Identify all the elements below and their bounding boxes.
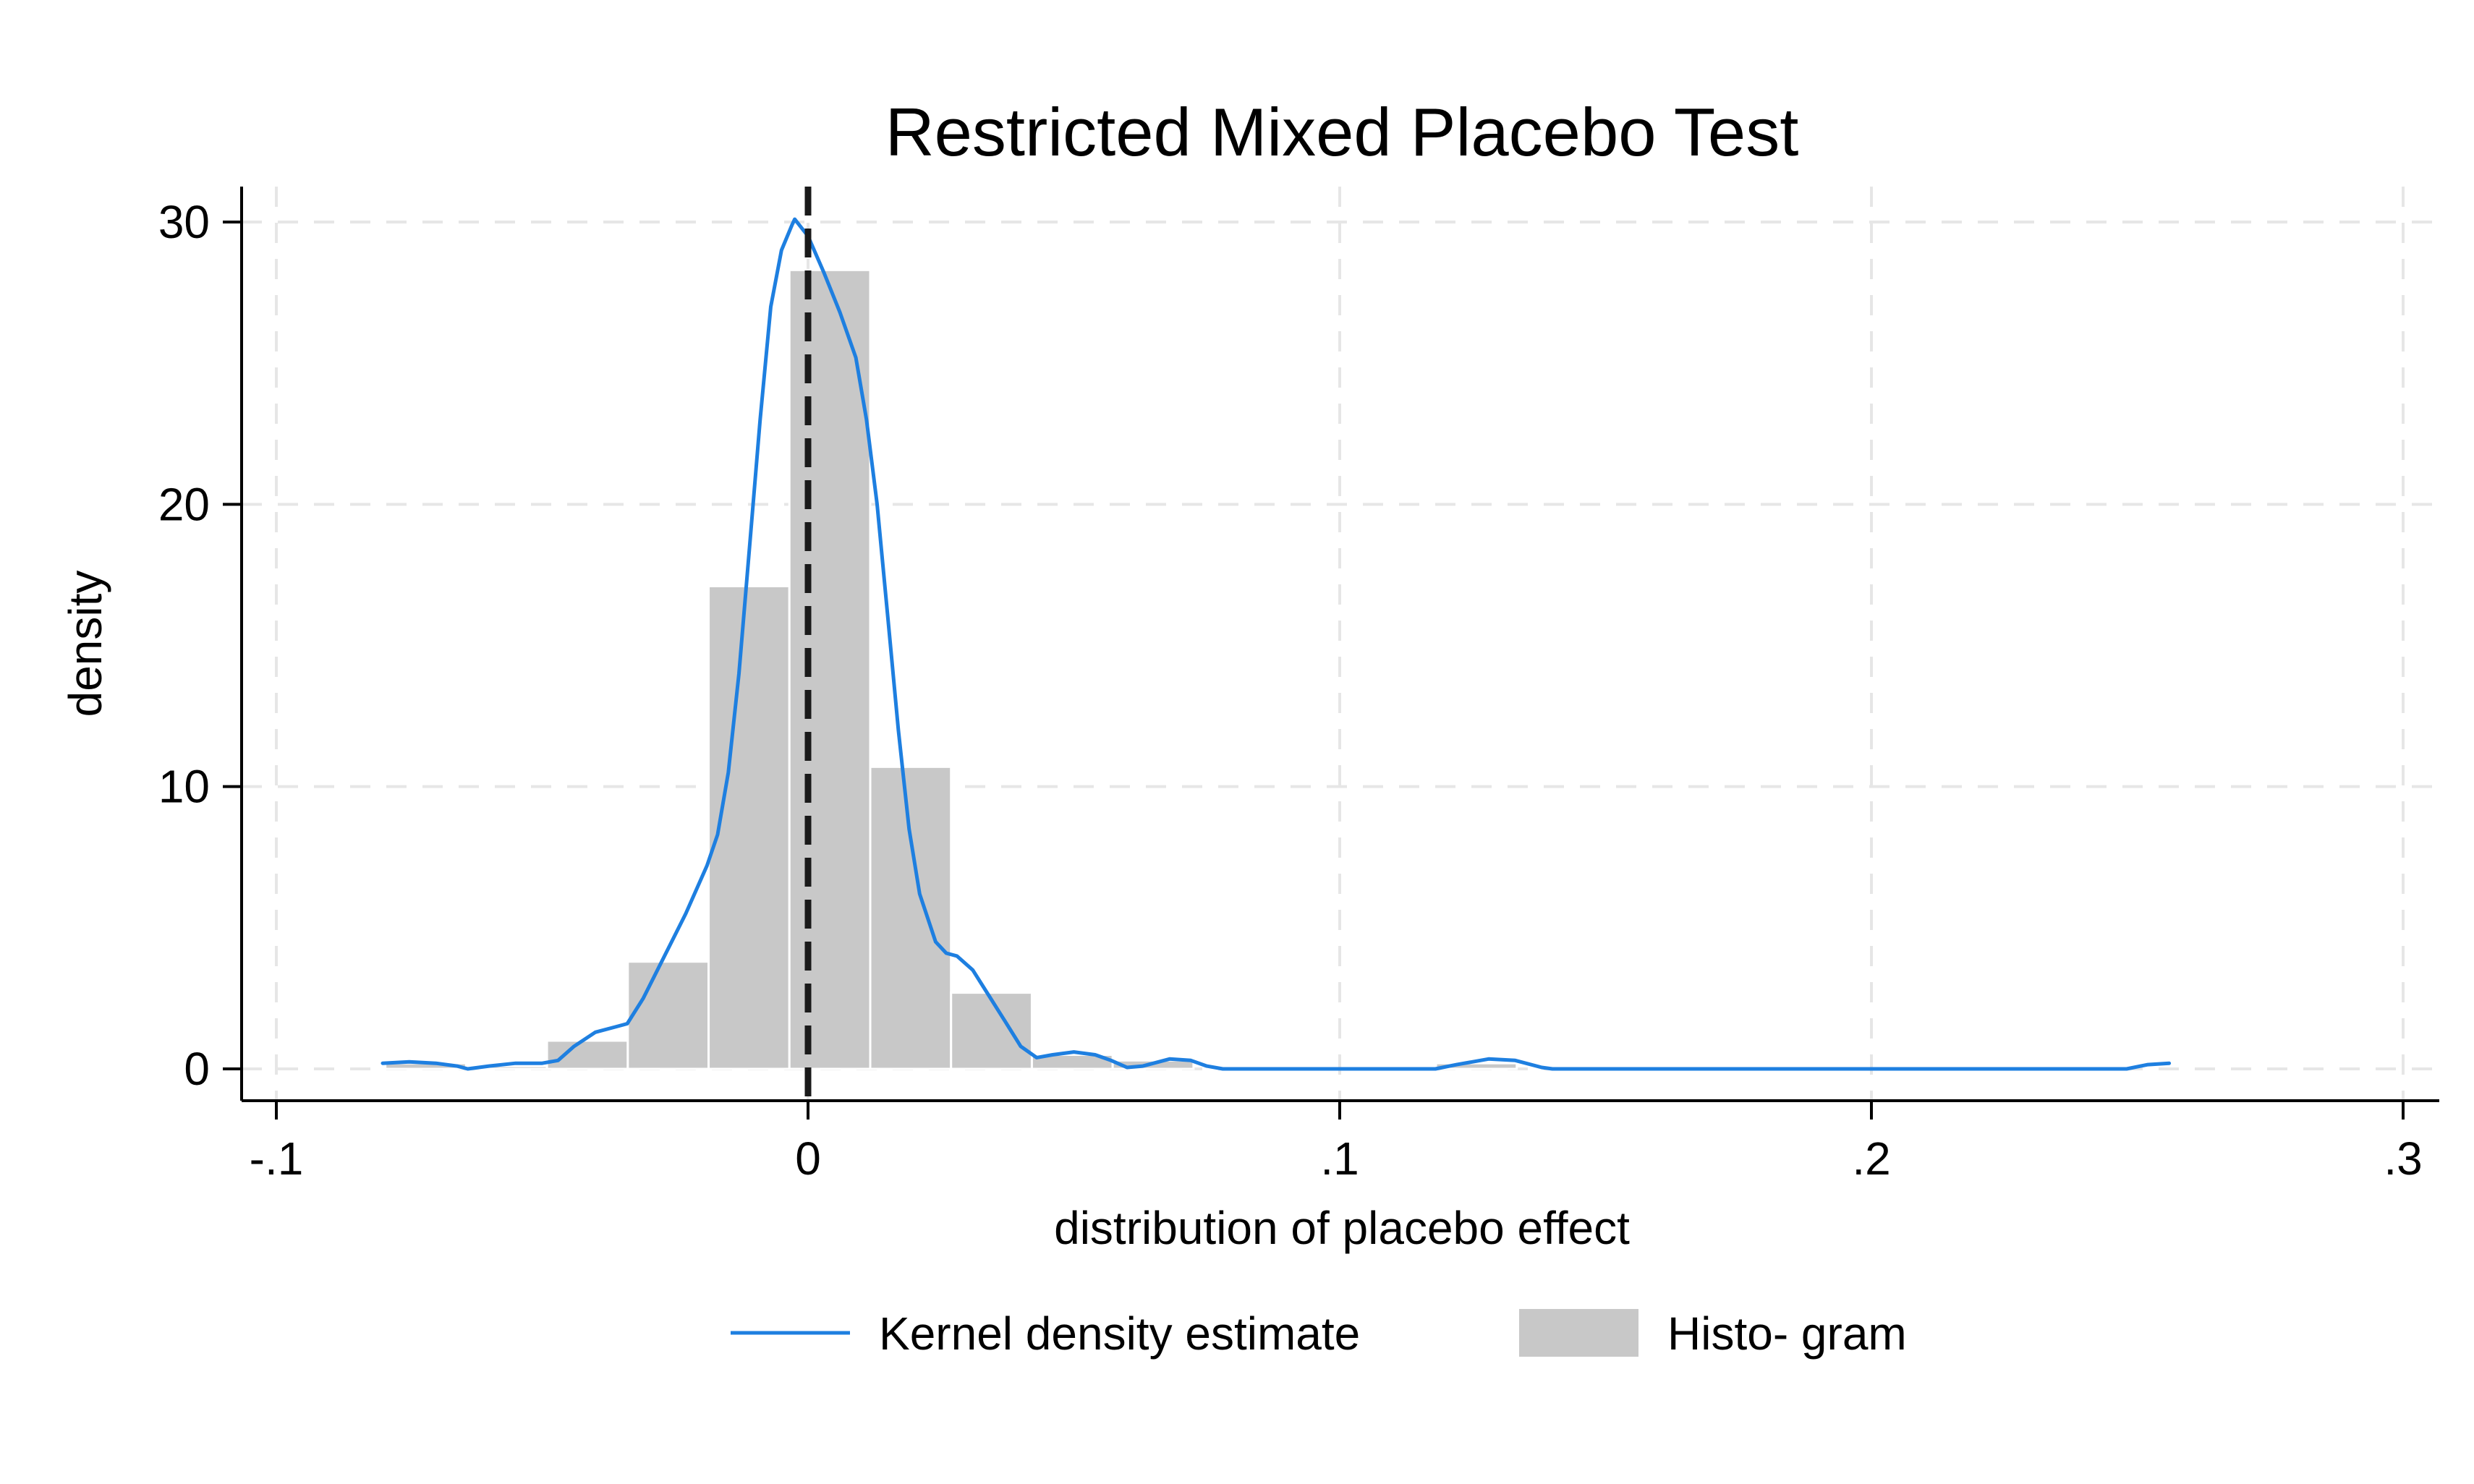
x-tick-label-3: .2 — [1852, 1133, 1890, 1185]
y-axis-label: density — [59, 571, 111, 717]
histogram-bar-10 — [1434, 1062, 1518, 1070]
kde-curve-layer — [381, 217, 2172, 1071]
legend-histogram-swatch — [1519, 1309, 1638, 1357]
kde-curve — [381, 217, 2172, 1071]
legend: Kernel density estimate Histo- gram — [731, 1308, 1907, 1360]
histogram-bar-7 — [950, 992, 1033, 1070]
legend-kde-label: Kernel density estimate — [879, 1308, 1360, 1360]
histogram-bars — [384, 268, 1518, 1070]
histogram-bar-3 — [626, 960, 710, 1070]
histogram-bar-4 — [707, 585, 791, 1070]
histogram-bar-6 — [869, 765, 953, 1070]
chart-title: Restricted Mixed Placebo Test — [885, 94, 1799, 170]
y-axis-ticks: 0 10 20 30 — [158, 196, 242, 1095]
y-tick-label-2: 20 — [158, 478, 210, 530]
histogram-bar-5 — [788, 268, 872, 1070]
x-tick-label-4: .3 — [2384, 1133, 2422, 1185]
x-axis-label: distribution of placebo effect — [1054, 1202, 1630, 1254]
y-tick-label-0: 0 — [184, 1043, 210, 1095]
x-tick-label-1: 0 — [795, 1133, 821, 1185]
y-tick-label-1: 10 — [158, 761, 210, 813]
x-tick-label-0: -.1 — [250, 1133, 304, 1185]
x-tick-label-2: .1 — [1320, 1133, 1359, 1185]
y-tick-label-3: 30 — [158, 196, 210, 248]
histogram-bar-2 — [545, 1039, 629, 1070]
legend-histogram-label: Histo- gram — [1667, 1308, 1907, 1360]
x-axis-ticks: -.1 0 .1 .2 .3 — [250, 1101, 2423, 1185]
